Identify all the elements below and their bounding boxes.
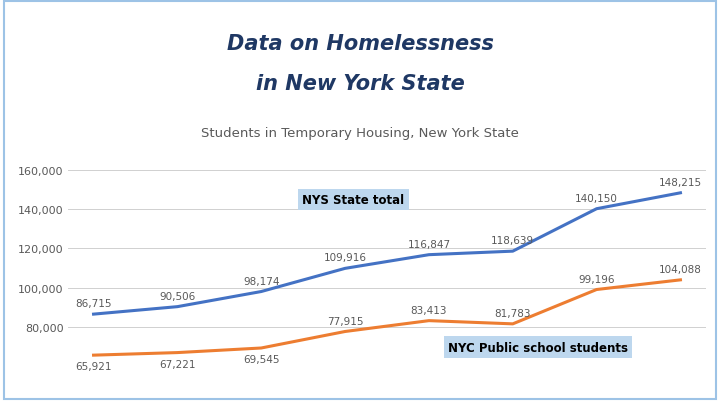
Text: 69,545: 69,545 [243, 354, 279, 364]
Text: Data on Homelessness: Data on Homelessness [227, 34, 493, 54]
Text: 65,921: 65,921 [76, 361, 112, 371]
Text: in New York State: in New York State [256, 74, 464, 94]
Text: 86,715: 86,715 [76, 298, 112, 308]
Text: 67,221: 67,221 [159, 358, 196, 369]
Text: 81,783: 81,783 [495, 308, 531, 318]
Text: 116,847: 116,847 [408, 239, 451, 249]
Text: 109,916: 109,916 [323, 253, 366, 263]
Text: 83,413: 83,413 [410, 305, 447, 315]
Text: NYC Public school students: NYC Public school students [448, 341, 628, 354]
Text: 118,639: 118,639 [491, 236, 534, 246]
Text: 140,150: 140,150 [575, 193, 618, 203]
Text: 148,215: 148,215 [659, 177, 702, 187]
Text: 90,506: 90,506 [159, 291, 196, 301]
Text: 77,915: 77,915 [327, 316, 364, 326]
Text: NYS State total: NYS State total [302, 193, 405, 206]
Text: 99,196: 99,196 [578, 274, 615, 284]
Text: Students in Temporary Housing, New York State: Students in Temporary Housing, New York … [201, 126, 519, 139]
Text: 104,088: 104,088 [659, 264, 702, 274]
Text: 98,174: 98,174 [243, 276, 279, 286]
